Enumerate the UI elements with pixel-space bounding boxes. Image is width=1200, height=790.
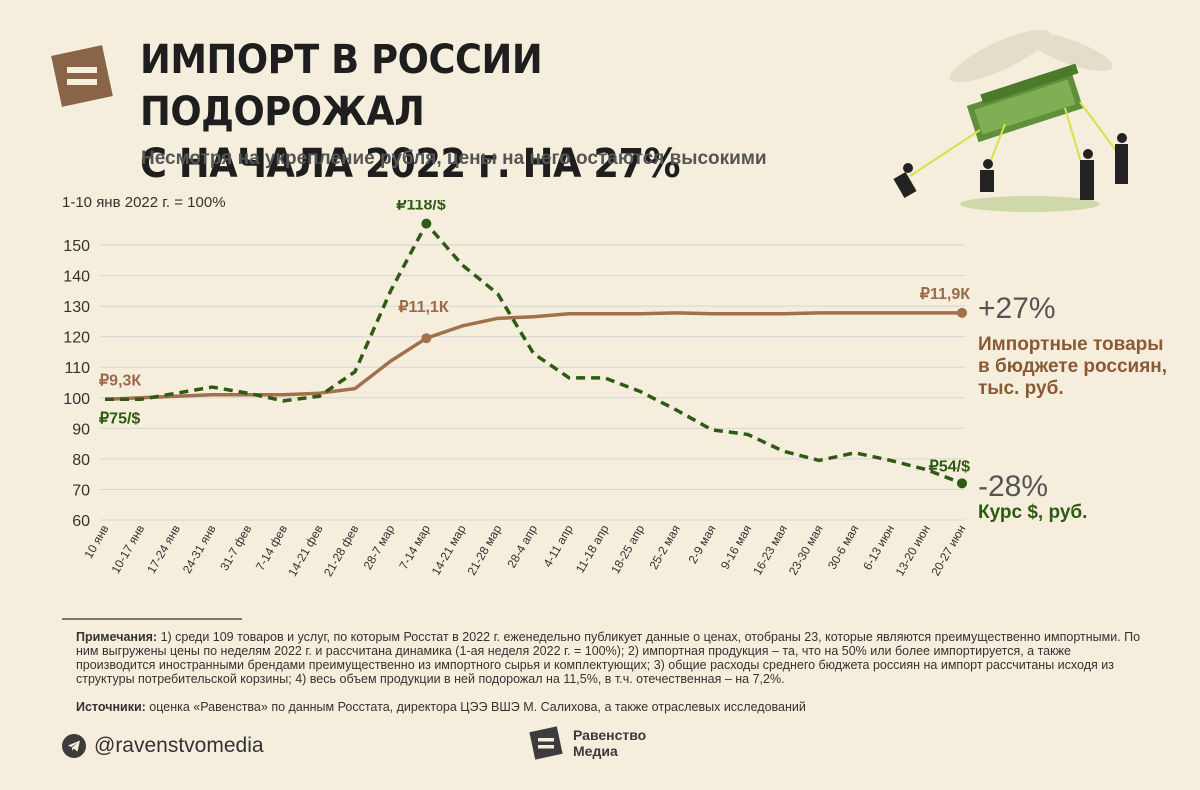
title-line-1: ИМПОРТ В РОССИИ ПОДОРОЖАЛ — [140, 37, 543, 135]
x-tick-label: 25-2 мая — [646, 523, 683, 572]
series-import-goods-line — [104, 311, 962, 402]
y-tick-label: 120 — [63, 330, 90, 347]
data-point — [421, 218, 432, 229]
x-tick-label: 7-14 мар — [396, 522, 433, 572]
telegram-icon — [62, 734, 86, 758]
x-tick-label: 17-24 янв — [144, 523, 183, 576]
sources-label: Источники: — [76, 700, 146, 714]
x-tick-label: 6-13 июн — [860, 523, 897, 573]
x-tick-label: 21-28 фев — [321, 523, 362, 579]
legend-import-goods: Импортные товары в бюджете россиян, тыс.… — [978, 334, 1168, 399]
brand-name-line2: Медиа — [573, 743, 618, 759]
x-tick-label: 28-4 апр — [504, 522, 540, 570]
x-tick-label: 31-7 фев — [217, 523, 254, 574]
notes-text: 1) среди 109 товаров и услуг, по которым… — [76, 630, 1141, 686]
notes-label: Примечания: — [76, 630, 158, 644]
equality-logo-icon — [51, 45, 113, 107]
y-tick-label: 60 — [72, 513, 90, 530]
data-point — [957, 307, 967, 318]
x-tick-label: 4-11 апр — [541, 522, 576, 569]
telegram-handle: @ravenstvomedia — [94, 734, 264, 757]
data-label: ₽54/$ — [929, 458, 970, 475]
legend-usd-rate: Курс $, руб. — [978, 502, 1088, 523]
x-tick-label: 7-14 фев — [253, 523, 290, 574]
x-tick-label: 9-16 мая — [718, 523, 755, 572]
y-tick-label: 150 — [63, 238, 90, 255]
y-tick-label: 90 — [72, 421, 90, 438]
y-tick-label: 130 — [63, 299, 90, 316]
x-tick-label: 13-20 июн — [893, 523, 933, 579]
data-label: ₽75/$ — [99, 410, 140, 427]
brand-logo-icon — [529, 726, 563, 760]
x-tick-label: 2-9 мая — [685, 523, 718, 566]
base-note: 1-10 янв 2022 г. = 100% — [62, 194, 226, 211]
green-change-label: -28% — [978, 470, 1049, 503]
title-line-2: С НАЧАЛА 2022 г. НА 27% — [140, 141, 681, 187]
brand-name-line1: Равенство — [573, 727, 647, 743]
notes: Примечания: 1) среди 109 товаров и услуг… — [76, 630, 1146, 686]
x-tick-label: 10-17 янв — [108, 523, 147, 576]
y-tick-label: 80 — [72, 452, 90, 469]
x-tick-label: 23-30 мая — [786, 523, 826, 578]
page-title: ИМПОРТ В РОССИИ ПОДОРОЖАЛ С НАЧАЛА 2022 … — [140, 34, 802, 190]
brand-logo: Равенство Медиа — [527, 724, 646, 762]
telegram-link[interactable]: @ravenstvomedia — [62, 734, 264, 758]
sources-text: оценка «Равенства» по данным Росстата, д… — [145, 700, 806, 714]
data-label: ₽9,3К — [99, 372, 141, 389]
x-tick-label: 18-25 апр — [608, 522, 647, 576]
y-tick-label: 110 — [64, 360, 90, 377]
x-tick-label: 24-31 янв — [180, 523, 219, 576]
data-point — [957, 478, 967, 489]
subtitle: Несмотря на укрепление рубля, цены на не… — [141, 148, 767, 169]
brown-change-label: +27% — [978, 292, 1056, 325]
x-tick-label: 14-21 мар — [429, 522, 469, 577]
sources: Источники: оценка «Равенства» по данным … — [76, 700, 1146, 714]
x-tick-label: 16-23 мая — [750, 523, 790, 578]
data-point — [421, 333, 432, 344]
data-label: ₽11,9К — [920, 286, 970, 303]
x-tick-label: 30-6 мая — [825, 523, 862, 572]
x-tick-label: 11-18 апр — [573, 522, 612, 575]
x-tick-label: 28-7 мар — [361, 522, 398, 572]
x-tick-label: 20-27 июн — [928, 523, 968, 579]
y-tick-label: 140 — [63, 269, 90, 286]
data-label: ₽118/$ — [396, 200, 445, 214]
series-usd-rate-line — [105, 221, 963, 485]
flying-money-illustration — [893, 29, 1128, 212]
data-label: ₽11,1К — [398, 299, 448, 316]
y-tick-label: 100 — [63, 391, 90, 408]
y-tick-label: 70 — [72, 482, 90, 499]
notes-divider — [62, 618, 242, 620]
x-tick-label: 14-21 фев — [285, 523, 326, 579]
x-tick-label: 21-28 мар — [464, 522, 504, 577]
